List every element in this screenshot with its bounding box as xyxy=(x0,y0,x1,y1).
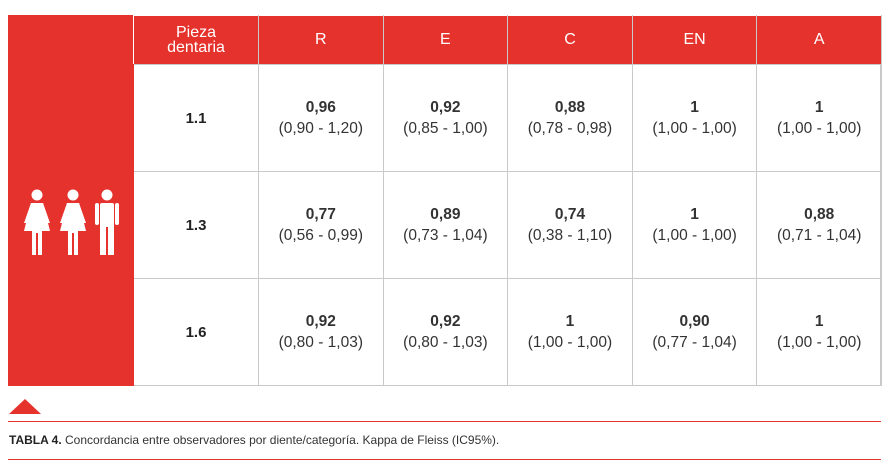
kappa-value: 0,96 xyxy=(305,99,336,116)
table-row: 1.3 0,77 (0,56 - 0,99) 0,89 (0,73 - 1,04) … xyxy=(9,171,882,279)
caption-top-rule xyxy=(8,421,881,422)
kappa-cell: 1 (1,00 - 1,00) xyxy=(756,278,882,386)
concordance-table: Pieza dentaria R E C EN A xyxy=(8,15,882,386)
kappa-cell: 0,92 (0,80 - 1,03) xyxy=(258,278,384,386)
header-col-r: R xyxy=(258,15,384,65)
people-icon-cell xyxy=(8,64,134,386)
kappa-value: 0,74 xyxy=(554,206,586,223)
header-tooth-line2: dentaria xyxy=(167,39,225,56)
ci-value: (1,00 - 1,00) xyxy=(776,334,862,351)
kappa-cell: 1 (1,00 - 1,00) xyxy=(631,171,758,279)
ci-value: (0,73 - 1,04) xyxy=(403,227,488,244)
ci-value: (1,00 - 1,00) xyxy=(776,120,862,137)
kappa-value: 0,92 xyxy=(430,313,461,330)
header-col-c: C xyxy=(507,15,633,65)
triangle-marker-icon xyxy=(9,399,41,414)
caption-bottom-rule xyxy=(8,459,881,460)
tooth-label: 1.3 xyxy=(133,171,259,279)
ci-value: (0,85 - 1,00) xyxy=(403,120,488,137)
kappa-cell: 0,92 (0,80 - 1,03) xyxy=(382,278,509,386)
kappa-cell: 0,88 (0,78 - 0,98) xyxy=(507,64,633,172)
kappa-value: 0,77 xyxy=(305,206,336,223)
ci-value: (1,00 - 1,00) xyxy=(527,334,613,351)
header-tooth: Pieza dentaria xyxy=(133,15,259,65)
ci-value: (1,00 - 1,00) xyxy=(652,227,737,244)
three-people-icon xyxy=(22,189,120,257)
ci-value: (0,56 - 0,99) xyxy=(278,227,364,244)
ci-value: (0,77 - 1,04) xyxy=(652,334,737,351)
header-col-a: A xyxy=(756,15,882,65)
kappa-value: 1 xyxy=(814,313,824,330)
kappa-value: 1 xyxy=(690,99,699,116)
kappa-cell: 1 (1,00 - 1,00) xyxy=(507,278,633,386)
kappa-value: 0,90 xyxy=(679,313,710,330)
ci-value: (0,71 - 1,04) xyxy=(776,227,862,244)
caption-text: Concordancia entre observadores por dien… xyxy=(61,433,500,447)
kappa-cell: 1 (1,00 - 1,00) xyxy=(756,64,882,172)
kappa-value: 0,89 xyxy=(430,206,461,223)
ci-value: (0,80 - 1,03) xyxy=(278,334,364,351)
table-row: 1.6 0,92 (0,80 - 1,03) 0,92 (0,80 - 1,03) … xyxy=(9,278,882,386)
ci-value: (0,38 - 1,10) xyxy=(527,227,613,244)
header-col-e: E xyxy=(382,15,509,65)
kappa-cell: 0,77 (0,56 - 0,99) xyxy=(258,171,384,279)
table-caption: TABLA 4. Concordancia entre observadores… xyxy=(9,433,499,447)
tooth-label: 1.1 xyxy=(133,64,259,172)
kappa-cell: 0,74 (0,38 - 1,10) xyxy=(507,171,633,279)
ci-value: (0,90 - 1,20) xyxy=(278,120,364,137)
kappa-value: 0,92 xyxy=(430,99,461,116)
kappa-value: 0,92 xyxy=(305,313,336,330)
kappa-cell: 0,96 (0,90 - 1,20) xyxy=(258,64,384,172)
woman-figure-icon xyxy=(24,189,50,255)
header-row: Pieza dentaria R E C EN A xyxy=(8,15,882,65)
tooth-label: 1.6 xyxy=(133,278,259,386)
kappa-cell: 0,89 (0,73 - 1,04) xyxy=(382,171,509,279)
kappa-cell: 0,88 (0,71 - 1,04) xyxy=(756,171,882,279)
kappa-value: 0,88 xyxy=(804,206,835,223)
kappa-cell: 0,92 (0,85 - 1,00) xyxy=(382,64,509,172)
header-tooth-line1: Pieza xyxy=(175,24,217,41)
woman-figure-icon xyxy=(60,189,86,255)
ci-value: (1,00 - 1,00) xyxy=(652,120,737,137)
kappa-value: 0,88 xyxy=(554,99,586,116)
header-icon-corner xyxy=(8,15,134,65)
kappa-value: 1 xyxy=(690,206,699,223)
kappa-cell: 0,90 (0,77 - 1,04) xyxy=(631,278,758,386)
data-table-container: Pieza dentaria R E C EN A xyxy=(8,15,882,386)
header-col-en: EN xyxy=(631,15,758,65)
ci-value: (0,80 - 1,03) xyxy=(403,334,488,351)
kappa-value: 1 xyxy=(565,313,575,330)
caption-label: TABLA 4. xyxy=(9,433,62,447)
man-figure-icon xyxy=(95,189,119,255)
table-row: 1.1 0,96 (0,90 - 1,20) 0,92 (0,85 - 1,00) … xyxy=(8,64,882,386)
kappa-value: 1 xyxy=(814,99,824,116)
ci-value: (0,78 - 0,98) xyxy=(527,120,613,137)
kappa-cell: 1 (1,00 - 1,00) xyxy=(631,64,758,172)
